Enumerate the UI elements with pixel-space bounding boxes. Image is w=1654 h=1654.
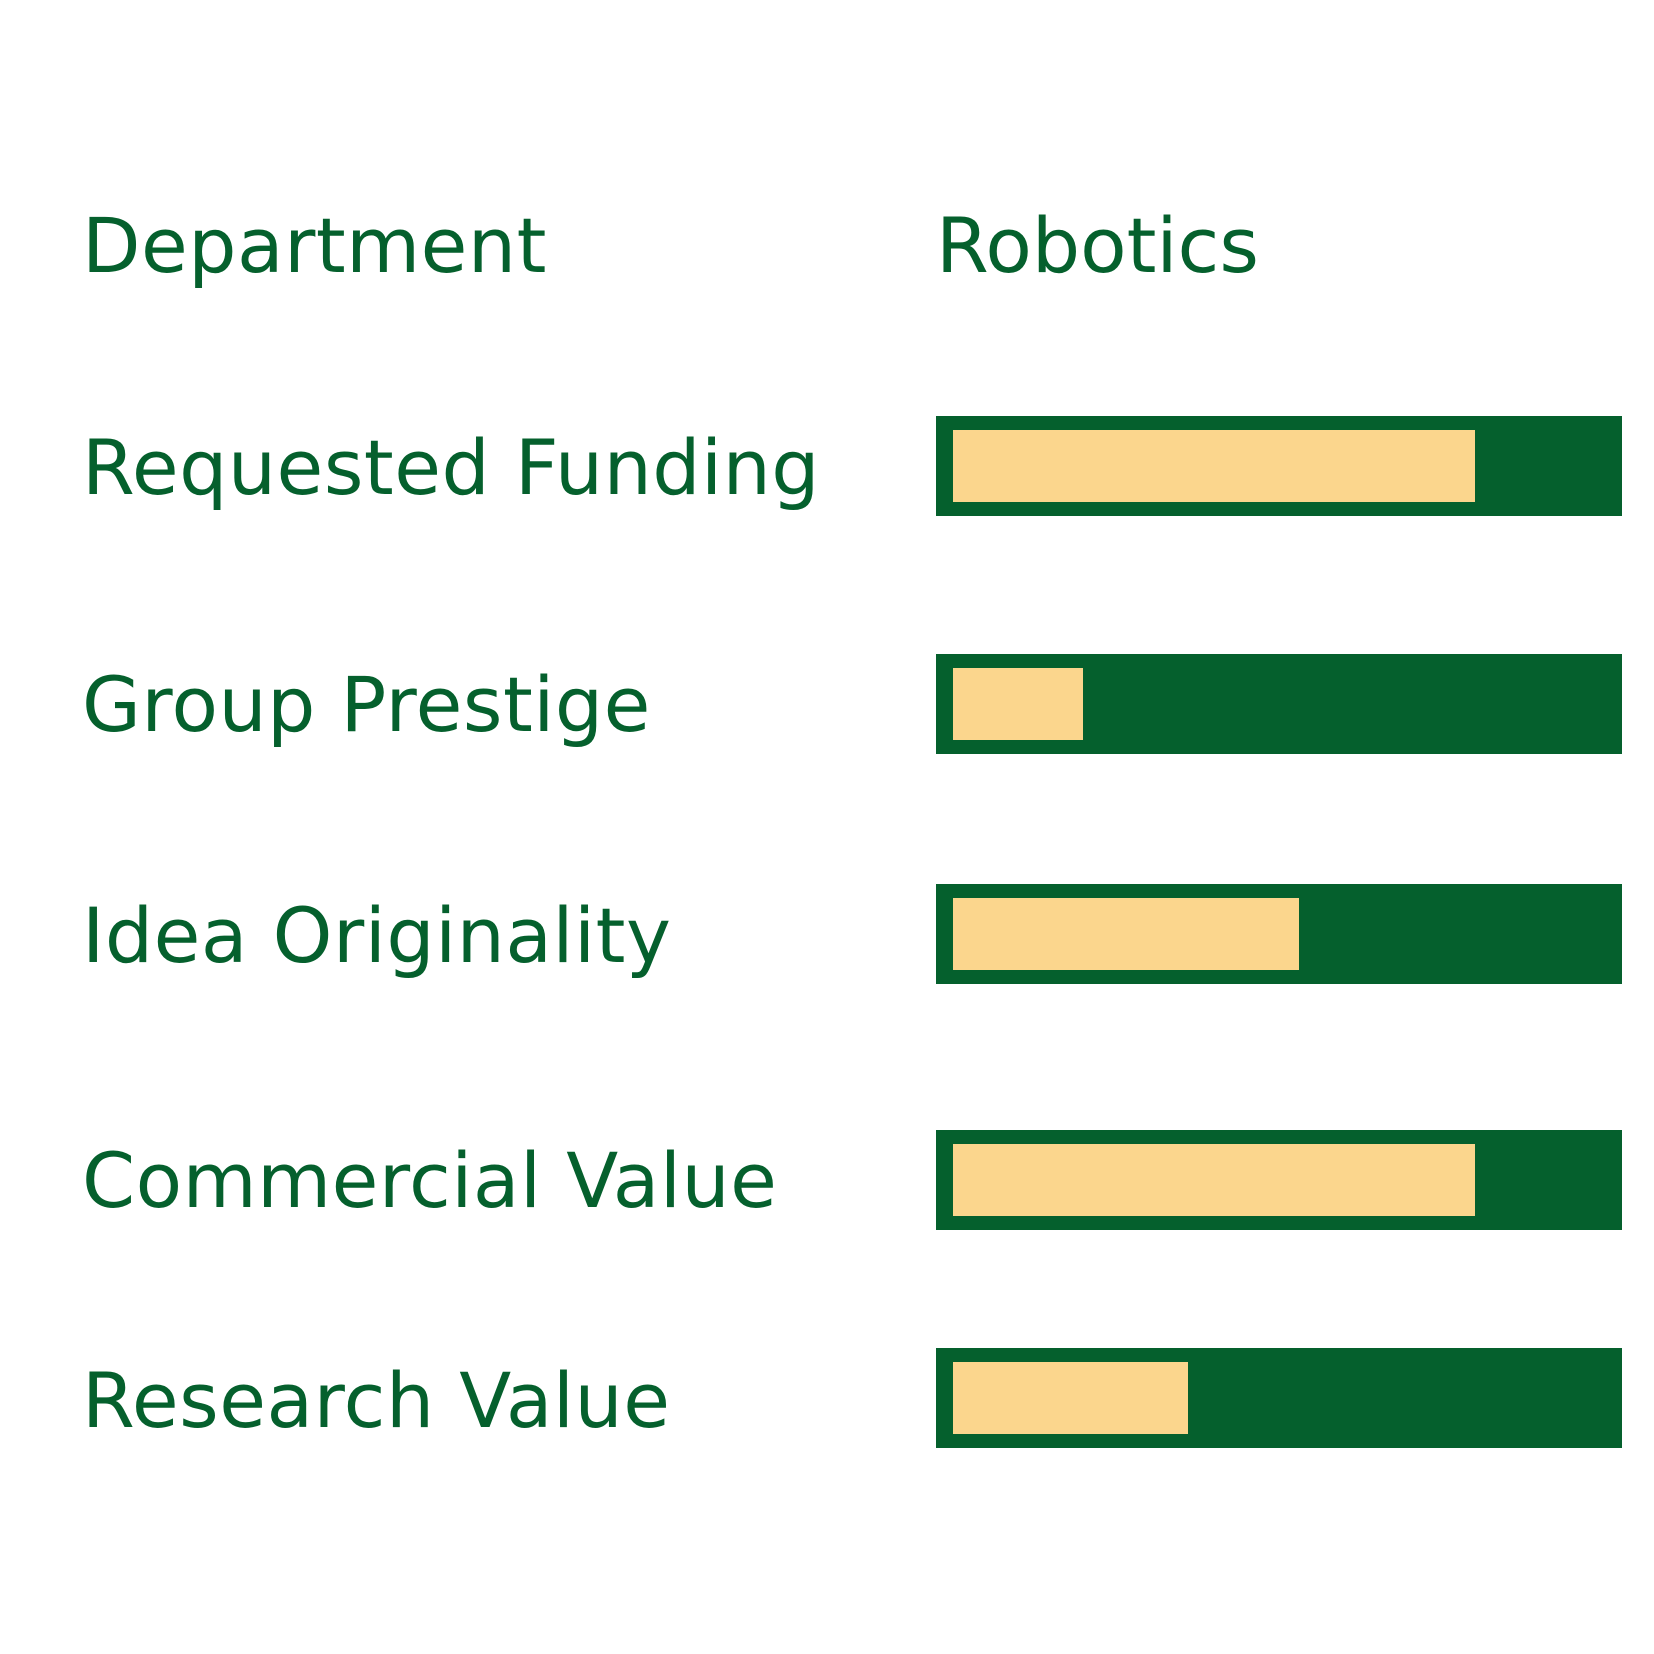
category-label-research-value: Research Value xyxy=(82,1356,671,1445)
bar-fill-research-value xyxy=(953,1362,1188,1434)
bar-track-requested-funding xyxy=(936,416,1622,516)
category-label-idea-originality: Idea Originality xyxy=(82,891,672,980)
bar-track-research-value xyxy=(936,1348,1622,1448)
bar-fill-group-prestige xyxy=(953,668,1083,740)
bar-track-commercial-value xyxy=(936,1130,1622,1230)
bar-fill-idea-originality xyxy=(953,898,1299,970)
department-header-label: Department xyxy=(82,201,547,290)
category-label-requested-funding: Requested Funding xyxy=(82,423,821,512)
department-value: Robotics xyxy=(936,201,1259,290)
bar-fill-requested-funding xyxy=(953,430,1475,502)
bar-track-idea-originality xyxy=(936,884,1622,984)
category-label-group-prestige: Group Prestige xyxy=(82,660,651,749)
category-label-commercial-value: Commercial Value xyxy=(82,1136,778,1225)
bar-fill-commercial-value xyxy=(953,1144,1475,1216)
bar-track-group-prestige xyxy=(936,654,1622,754)
